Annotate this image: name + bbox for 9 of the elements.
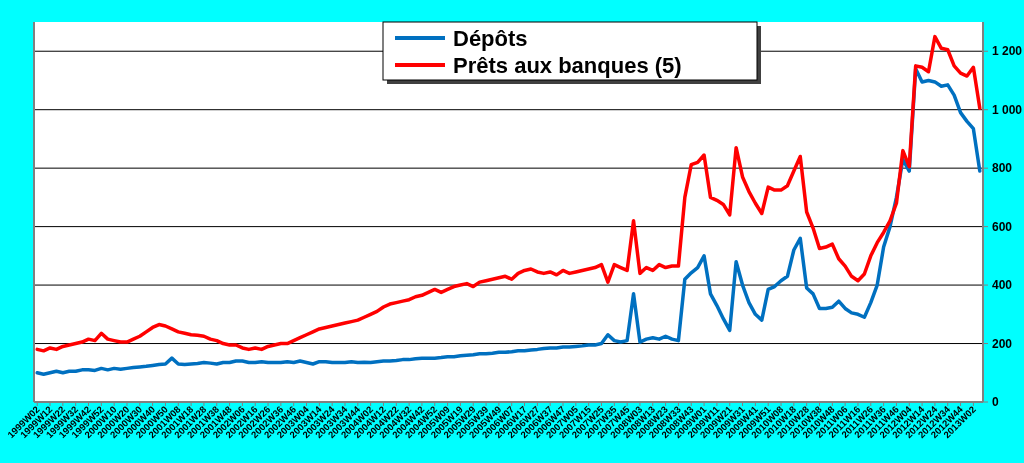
legend-label: Prêts aux banques (5) [453, 53, 682, 78]
y-tick-label: 1 000 [992, 102, 1023, 117]
y-tick-label: 1 200 [992, 44, 1023, 59]
y-tick-label: 600 [992, 219, 1013, 234]
y-tick-label: 800 [992, 161, 1013, 176]
y-tick-label: 200 [992, 336, 1013, 351]
legend-label: Dépôts [453, 26, 528, 51]
y-tick-label: 400 [992, 278, 1013, 293]
y-tick-label: 0 [992, 395, 999, 410]
